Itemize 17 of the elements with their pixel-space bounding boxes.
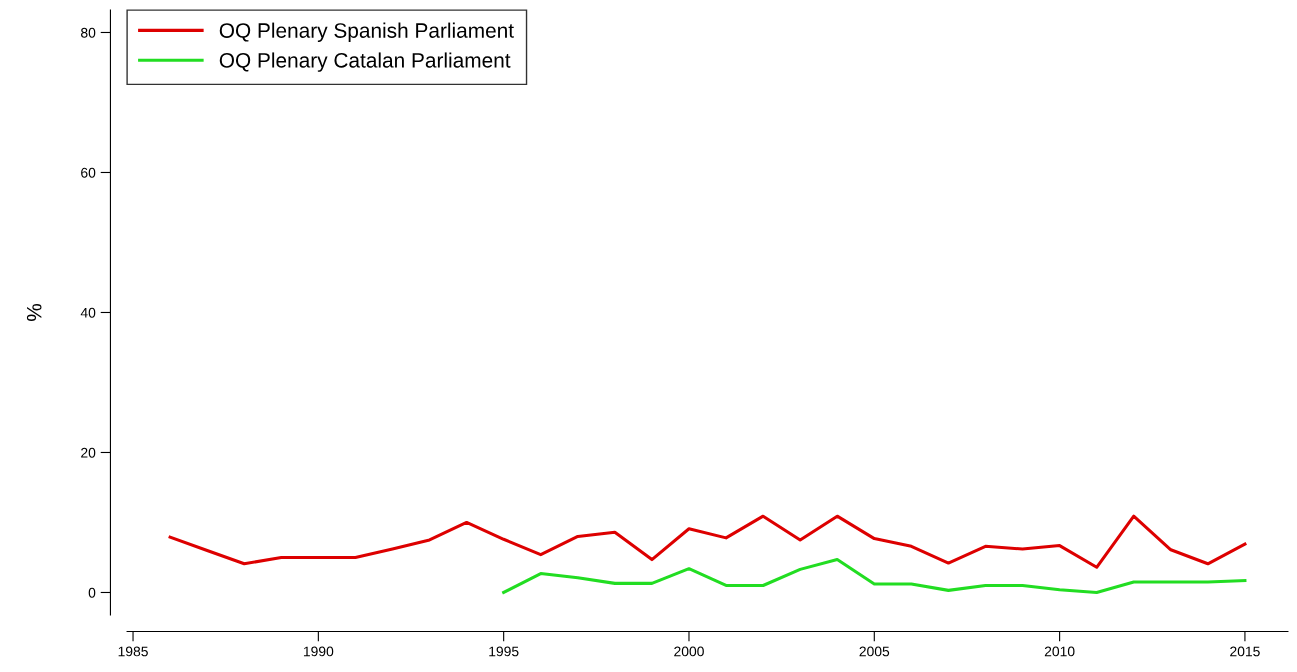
- y-tick-label: 60: [81, 167, 96, 178]
- x-tick-label: 1990: [303, 646, 334, 657]
- legend-label: OQ Plenary Catalan Parliament: [219, 52, 511, 72]
- x-tick-label: 2010: [1044, 646, 1075, 657]
- x-tick-label: 1995: [489, 646, 519, 657]
- x-tick-label: 2005: [859, 646, 890, 657]
- y-axis-title: %: [26, 303, 42, 321]
- legend-label: OQ Plenary Spanish Parliament: [219, 22, 514, 42]
- x-tick-label: 2015: [1230, 646, 1260, 657]
- y-tick-label: 80: [81, 27, 96, 38]
- y-tick-label: 20: [81, 447, 96, 458]
- y-tick-label: 0: [88, 587, 96, 598]
- line-series: [502, 558, 1247, 595]
- x-tick-label: 2000: [674, 646, 704, 657]
- x-tick-label: 1985: [118, 646, 148, 657]
- y-tick-label: 40: [80, 307, 96, 318]
- line-series: [168, 514, 1247, 569]
